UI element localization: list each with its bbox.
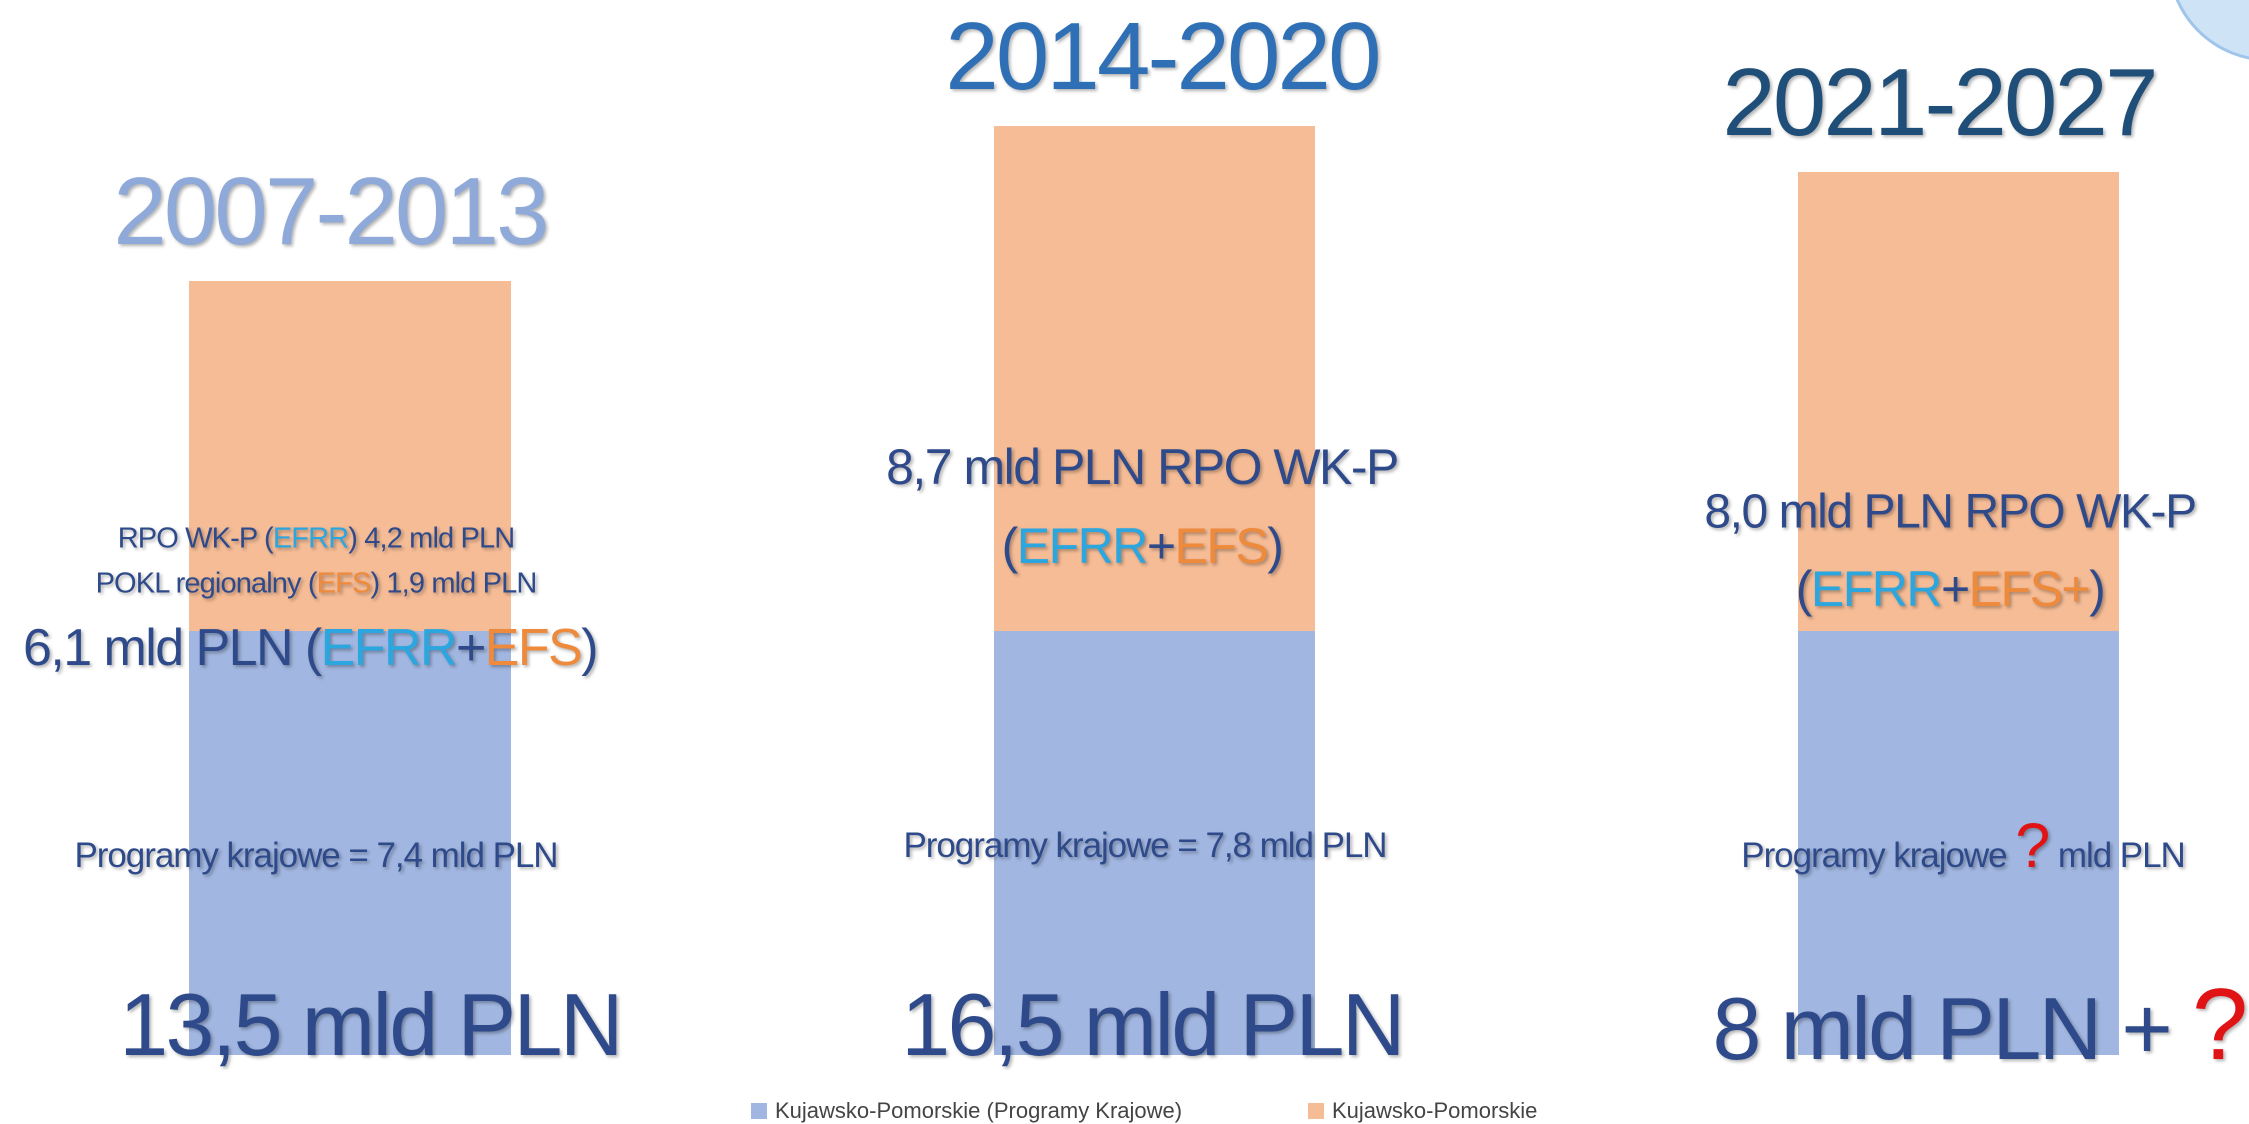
total-label: 8 mld PLN + ? — [1712, 967, 2248, 1083]
text: 8 mld PLN + — [1712, 979, 2192, 1078]
legend-item: Kujawsko-Pomorskie (Programy Krajowe) — [751, 1098, 1182, 1124]
text: ) — [581, 619, 598, 677]
total-label: 13,5 mld PLN — [119, 975, 623, 1074]
legend-swatch — [1308, 1103, 1324, 1119]
total-label: 16,5 mld PLN — [901, 975, 1405, 1074]
text: EFS — [316, 567, 372, 600]
text: + — [1146, 518, 1176, 574]
bar-national — [189, 631, 511, 1055]
text: EFS+ — [1968, 561, 2091, 617]
text: ) 4,2 mld PLN — [348, 522, 515, 555]
corner-decoration — [2175, 0, 2249, 60]
bar-regional — [994, 126, 1315, 631]
text: EFRR — [1016, 518, 1149, 574]
text: + — [1940, 561, 1970, 617]
text: EFS — [1174, 518, 1269, 574]
legend-label: Kujawsko-Pomorskie — [1332, 1098, 1538, 1123]
text: EFRR — [320, 619, 458, 677]
text: ( — [1795, 561, 1813, 617]
regional-funds: (EFRR+EFS+) — [1795, 560, 2106, 618]
detail-line: RPO WK-P (EFRR) 4,2 mld PLN — [118, 523, 515, 556]
period-title: 2007-2013 — [113, 158, 549, 265]
detail-line: POKL regionalny (EFS) 1,9 mld PLN — [95, 567, 538, 601]
text: ) — [2089, 561, 2106, 617]
text: EFRR — [272, 522, 349, 555]
text: ) — [1267, 518, 1284, 574]
text: RPO WK-P ( — [117, 522, 274, 555]
text: 6,1 mld PLN ( — [23, 619, 322, 677]
national-label: Programy krajowe ? mld PLN — [1741, 810, 2186, 882]
legend-label: Kujawsko-Pomorskie (Programy Krajowe) — [775, 1098, 1183, 1123]
question-mark: ? — [2015, 811, 2050, 881]
legend-item: Kujawsko-Pomorskie — [1308, 1098, 1537, 1124]
bar-national — [994, 631, 1315, 1055]
regional-label: 6,1 mld PLN (EFRR+EFS) — [23, 618, 599, 678]
national-label: Programy krajowe = 7,4 mld PLN — [74, 836, 558, 875]
period-title: 2014-2020 — [945, 3, 1381, 110]
text: ) 1,9 mld PLN — [370, 567, 537, 600]
text: mld PLN — [2049, 836, 2186, 875]
legend-swatch — [751, 1103, 767, 1119]
regional-label: 8,0 mld PLN RPO WK-P — [1704, 485, 2197, 539]
period-title: 2021-2027 — [1722, 49, 2158, 156]
text: POKL regionalny ( — [95, 567, 318, 600]
bar-regional — [1798, 172, 2119, 631]
text: EFS — [484, 619, 583, 677]
question-mark: ? — [2191, 968, 2248, 1081]
national-label: Programy krajowe = 7,8 mld PLN — [903, 826, 1387, 865]
text: + — [455, 619, 486, 677]
regional-label: 8,7 mld PLN RPO WK-P — [886, 439, 1399, 495]
bar-regional — [189, 281, 511, 631]
regional-funds: (EFRR+EFS) — [1001, 517, 1284, 575]
text: Programy krajowe — [1741, 836, 2016, 875]
bar-national — [1798, 631, 2119, 1055]
text: EFRR — [1810, 561, 1943, 617]
text: ( — [1001, 518, 1019, 574]
